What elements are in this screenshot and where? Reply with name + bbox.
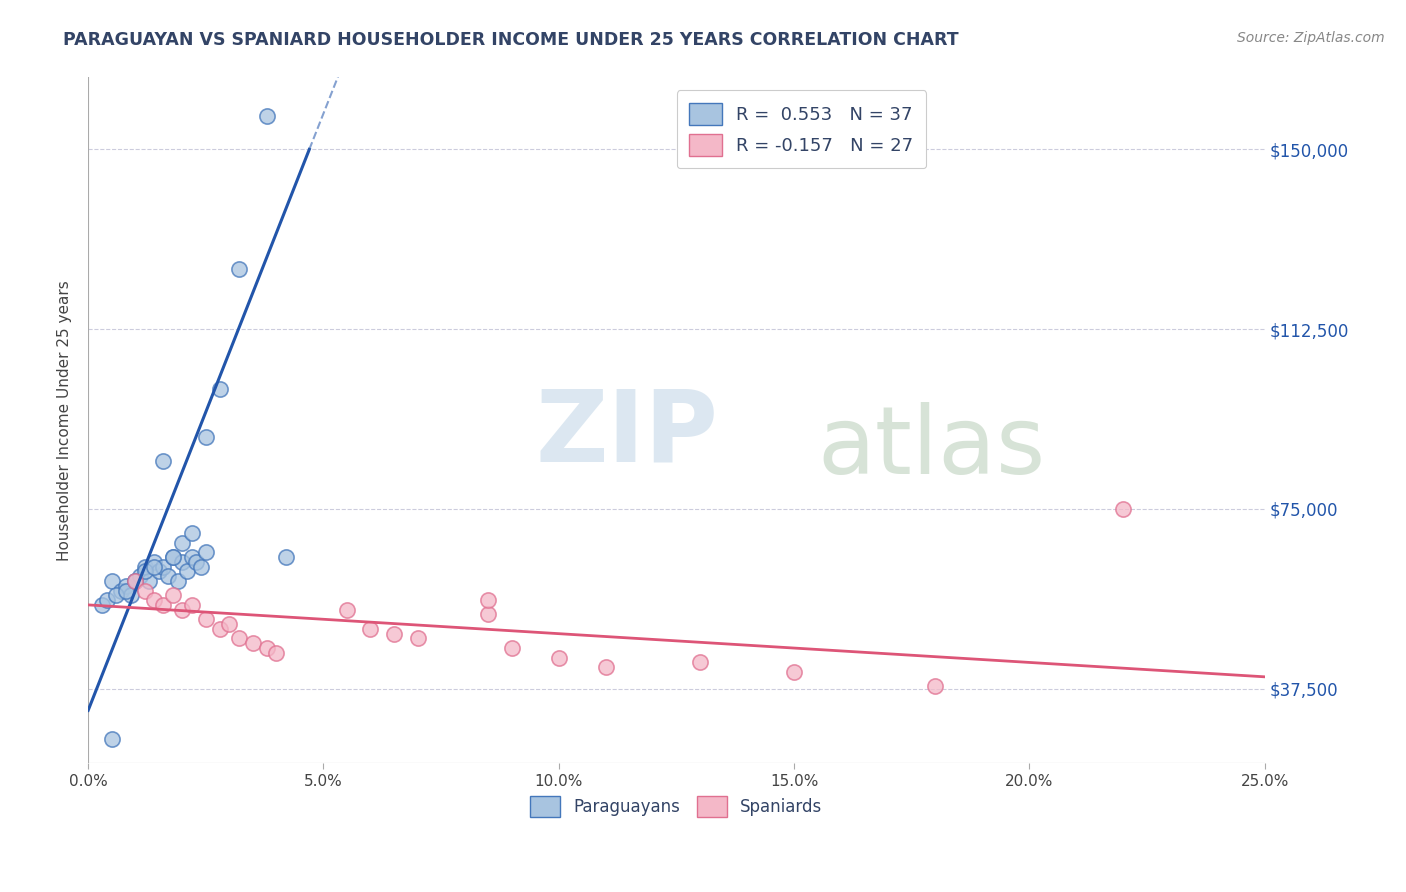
Point	[124, 574, 146, 588]
Point	[162, 588, 184, 602]
Point	[190, 559, 212, 574]
Point	[129, 569, 152, 583]
Point	[274, 549, 297, 564]
Point	[152, 559, 174, 574]
Point	[180, 525, 202, 540]
Text: Source: ZipAtlas.com: Source: ZipAtlas.com	[1237, 31, 1385, 45]
Text: PARAGUAYAN VS SPANIARD HOUSEHOLDER INCOME UNDER 25 YEARS CORRELATION CHART: PARAGUAYAN VS SPANIARD HOUSEHOLDER INCOM…	[63, 31, 959, 49]
Point	[547, 650, 569, 665]
Point	[501, 641, 523, 656]
Text: atlas: atlas	[817, 401, 1046, 493]
Point	[134, 583, 156, 598]
Point	[157, 569, 180, 583]
Point	[256, 641, 278, 656]
Point	[336, 603, 359, 617]
Point	[162, 549, 184, 564]
Point	[477, 593, 499, 607]
Point	[783, 665, 806, 679]
Point	[477, 607, 499, 622]
Point	[208, 382, 231, 396]
Point	[360, 622, 382, 636]
Point	[382, 626, 405, 640]
Point	[172, 603, 194, 617]
Point	[143, 593, 166, 607]
Point	[256, 109, 278, 123]
Point	[134, 565, 156, 579]
Point	[194, 612, 217, 626]
Point	[924, 680, 946, 694]
Point	[228, 262, 250, 277]
Point	[166, 574, 188, 588]
Point	[406, 632, 429, 646]
Point	[114, 583, 136, 598]
Point	[124, 574, 146, 588]
Point	[176, 565, 198, 579]
Point	[100, 732, 122, 747]
Point	[138, 574, 160, 588]
Point	[152, 454, 174, 468]
Point	[148, 565, 170, 579]
Point	[180, 549, 202, 564]
Point	[143, 559, 166, 574]
Point	[105, 588, 128, 602]
Text: ZIP: ZIP	[536, 385, 718, 483]
Point	[96, 593, 118, 607]
Point	[114, 579, 136, 593]
Point	[689, 656, 711, 670]
Point	[180, 598, 202, 612]
Point	[266, 646, 288, 660]
Point	[194, 430, 217, 444]
Point	[595, 660, 617, 674]
Point	[134, 559, 156, 574]
Point	[1112, 502, 1135, 516]
Point	[100, 574, 122, 588]
Point	[91, 598, 114, 612]
Point	[124, 574, 146, 588]
Point	[120, 588, 142, 602]
Legend: Paraguayans, Spaniards: Paraguayans, Spaniards	[523, 789, 830, 823]
Point	[208, 622, 231, 636]
Y-axis label: Householder Income Under 25 years: Householder Income Under 25 years	[58, 280, 72, 561]
Point	[162, 549, 184, 564]
Point	[172, 535, 194, 549]
Point	[172, 555, 194, 569]
Point	[110, 583, 132, 598]
Point	[228, 632, 250, 646]
Point	[143, 555, 166, 569]
Point	[218, 617, 240, 632]
Point	[194, 545, 217, 559]
Point	[242, 636, 264, 650]
Point	[152, 598, 174, 612]
Point	[186, 555, 208, 569]
